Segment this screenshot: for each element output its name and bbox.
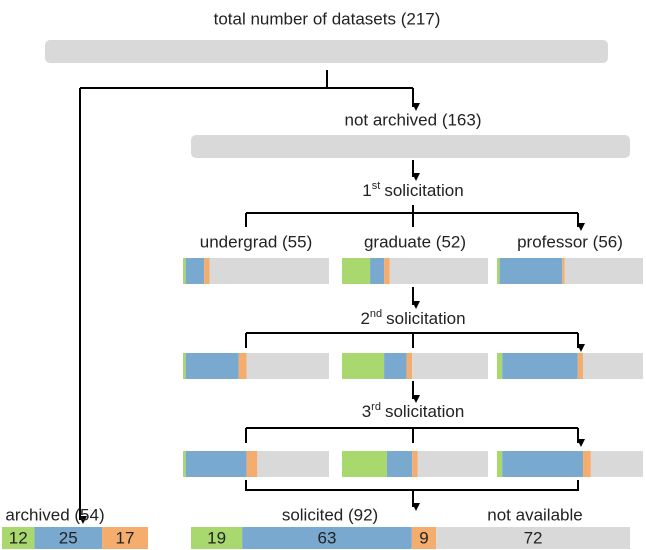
segment-label: 25 [59, 528, 78, 547]
archived-label: archived (54) [5, 505, 104, 524]
word: solicitation [386, 309, 465, 328]
group-label: graduate (52) [364, 232, 466, 251]
segment-label: 9 [419, 528, 428, 547]
bar-segment [185, 451, 247, 477]
not-available-label: not available [487, 505, 582, 524]
bracket [245, 480, 579, 491]
bar-segment [499, 258, 563, 284]
word: solicitation [384, 181, 463, 200]
bar-segment [497, 451, 503, 477]
bar-segment [384, 353, 407, 379]
connectors [45, 40, 630, 524]
not-archived-label: not archived (163) [344, 110, 481, 129]
bar-segment [577, 353, 584, 379]
bar-segment [183, 353, 186, 379]
solicitation-label: 3rd solicitation [362, 401, 465, 422]
group-label: undergrad (55) [200, 232, 312, 251]
bar-segment [386, 451, 413, 477]
bar-segment [204, 258, 210, 284]
word: solicitation [385, 402, 464, 421]
segment-label: 19 [207, 528, 226, 547]
bar-segment [242, 527, 412, 549]
total-bar [45, 40, 608, 63]
ordinal-suffix: st [372, 180, 381, 192]
bar-segment [412, 353, 488, 379]
split-line [80, 70, 413, 89]
bar-segment [209, 258, 329, 284]
bar-segment [590, 451, 643, 477]
solicitation-label: 1st solicitation [362, 180, 463, 201]
not-archived-bar [191, 135, 630, 158]
ordinal-suffix: nd [370, 308, 382, 320]
bar-segment [102, 527, 148, 549]
bar-segment [183, 451, 186, 477]
solicited-label: solicited (92) [282, 505, 378, 524]
bar-segment [342, 353, 385, 379]
solicitation-label: 2nd solicitation [360, 308, 465, 329]
bar-segment [562, 258, 565, 284]
bar-segment [342, 258, 371, 284]
bar-segment [238, 353, 247, 379]
segment-label: 72 [524, 528, 543, 547]
bar-segment [436, 527, 630, 549]
ordinal: 3 [362, 402, 371, 421]
bar-segment [370, 258, 385, 284]
bar-segment [34, 527, 103, 549]
bar-segment [497, 353, 503, 379]
bar-segment [185, 258, 205, 284]
title: total number of datasets (217) [214, 9, 441, 28]
arrow [245, 333, 578, 348]
bar-segment [2, 527, 35, 549]
ordinal: 1 [362, 181, 371, 200]
bar-segment [246, 353, 329, 379]
bar-segment [497, 258, 500, 284]
bar-segment [342, 451, 387, 477]
bar-segment [246, 451, 258, 477]
bar-segment [502, 353, 578, 379]
arrow [245, 428, 578, 443]
bar-segment [183, 258, 186, 284]
bar-segment [257, 451, 329, 477]
bar-segment [185, 353, 239, 379]
segment-label: 12 [9, 528, 28, 547]
group-label: professor (56) [517, 232, 623, 251]
bar-segment [502, 451, 584, 477]
bar-segment [191, 527, 243, 549]
bar-segment [417, 451, 488, 477]
bar-segment [411, 527, 437, 549]
bar-segment [412, 451, 418, 477]
bracket [246, 205, 578, 214]
segment-label: 63 [318, 528, 337, 547]
bar-segment [384, 258, 390, 284]
bar-segment [583, 451, 591, 477]
ordinal: 2 [360, 309, 369, 328]
arrow [245, 213, 578, 227]
bar-segment [406, 353, 413, 379]
bar-segment [564, 258, 643, 284]
segment-label: 17 [116, 528, 135, 547]
ordinal-suffix: rd [371, 401, 381, 413]
bar-segment [583, 353, 643, 379]
bar-segment [389, 258, 488, 284]
